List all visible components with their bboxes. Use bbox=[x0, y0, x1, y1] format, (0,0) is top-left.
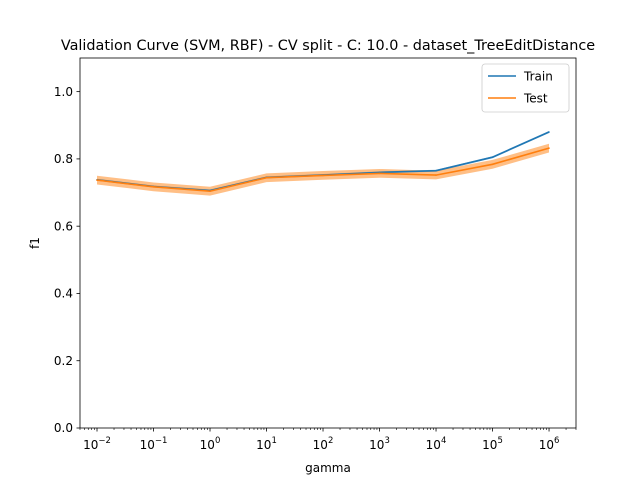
point-test bbox=[548, 147, 550, 149]
point-test bbox=[96, 179, 98, 181]
x-axis-label: gamma bbox=[305, 461, 351, 475]
y-tick-label: 0.4 bbox=[54, 287, 73, 301]
y-tick-label: 1.0 bbox=[54, 85, 73, 99]
x-axis-ticks: 10−2 10−1 100 101 102 103 104 105 106 bbox=[79, 428, 577, 452]
y-tick-label: 0.8 bbox=[54, 152, 73, 166]
y-tick-label: 0.6 bbox=[54, 219, 73, 233]
x-tick-label: 10−2 bbox=[83, 436, 111, 452]
point-train bbox=[435, 169, 437, 172]
x-tick-label: 105 bbox=[482, 436, 503, 452]
y-axis-ticks: 0.0 0.2 0.4 0.6 0.8 1.0 bbox=[54, 85, 80, 435]
chart-title: Validation Curve (SVM, RBF) - CV split -… bbox=[61, 38, 595, 54]
series-lines bbox=[96, 131, 550, 193]
point-test bbox=[491, 163, 494, 166]
axes-frame bbox=[79, 57, 577, 429]
x-tick-label: 101 bbox=[256, 436, 277, 452]
point-test bbox=[435, 174, 437, 176]
legend: Train Test bbox=[481, 63, 570, 113]
x-tick-label: 100 bbox=[200, 436, 221, 452]
point-train bbox=[548, 131, 550, 133]
x-tick-label: 10−1 bbox=[140, 436, 168, 452]
point-test bbox=[322, 174, 324, 177]
x-tick-label: 106 bbox=[539, 436, 560, 452]
band-test bbox=[97, 143, 549, 196]
x-tick-label: 103 bbox=[369, 436, 390, 452]
y-tick-label: 0.2 bbox=[54, 354, 73, 368]
y-tick-label: 0.0 bbox=[54, 421, 73, 435]
legend-label-test: Test bbox=[523, 91, 548, 105]
x-tick-label: 102 bbox=[313, 436, 334, 452]
point-test bbox=[265, 176, 268, 179]
point-test bbox=[209, 190, 211, 192]
x-tick-label: 104 bbox=[426, 436, 447, 452]
point-test bbox=[152, 186, 155, 188]
y-axis-label: f1 bbox=[28, 237, 42, 249]
legend-label-train: Train bbox=[523, 69, 553, 83]
point-train bbox=[491, 156, 494, 158]
point-test bbox=[378, 172, 381, 175]
